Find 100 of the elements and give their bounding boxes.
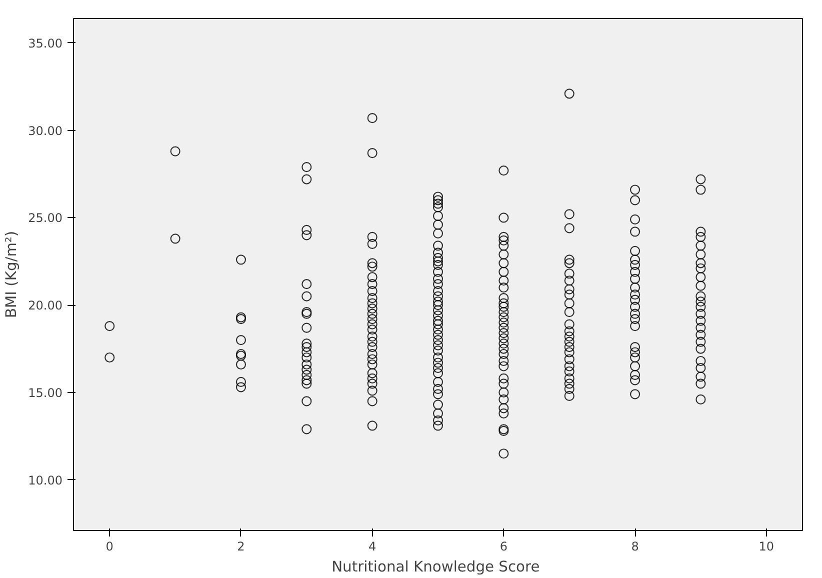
point: [302, 364, 312, 375]
y-tick-label: 20.00: [28, 298, 63, 313]
point: [630, 342, 640, 352]
point: [302, 375, 312, 386]
point: [564, 209, 574, 220]
point: [367, 336, 378, 347]
point: [498, 307, 509, 318]
point: [696, 280, 706, 291]
point: [302, 347, 312, 358]
point: [498, 378, 509, 389]
point: [432, 362, 444, 374]
point: [432, 345, 444, 356]
point: [564, 336, 574, 347]
point: [696, 291, 706, 302]
point: [367, 238, 378, 249]
point: [432, 252, 444, 263]
point: [564, 373, 574, 384]
point: [236, 254, 246, 265]
point: [630, 321, 640, 332]
point: [630, 290, 640, 300]
point: [564, 223, 574, 234]
point: [432, 220, 444, 230]
point: [564, 331, 574, 342]
point: [367, 331, 378, 342]
point: [630, 254, 640, 265]
point: [432, 291, 444, 302]
point: [498, 448, 509, 459]
point: [498, 165, 509, 176]
point: [367, 293, 378, 304]
point: [630, 389, 640, 400]
point: [432, 368, 444, 378]
point: [630, 226, 640, 237]
point: [498, 302, 509, 312]
point: [630, 282, 640, 293]
point: [498, 235, 509, 246]
point: [498, 333, 509, 344]
point: [367, 386, 378, 396]
point: [302, 279, 312, 290]
point: [367, 298, 378, 308]
point: [498, 394, 509, 404]
point: [498, 249, 509, 260]
point: [630, 260, 640, 270]
point: [498, 318, 509, 328]
point: [564, 390, 574, 401]
point: [367, 148, 378, 158]
point: [696, 249, 706, 260]
point: [498, 344, 509, 354]
point: [498, 328, 509, 338]
point: [302, 396, 312, 406]
y-tick-label: 25.00: [28, 211, 63, 226]
point: [432, 352, 444, 363]
point: [630, 195, 640, 206]
point: [367, 378, 378, 389]
point: [498, 361, 509, 372]
point: [564, 284, 574, 294]
point: [630, 361, 640, 372]
point: [236, 376, 246, 388]
point: [432, 400, 444, 410]
point: [630, 347, 640, 358]
point: [630, 370, 640, 380]
point: [302, 342, 312, 352]
point: [367, 314, 378, 324]
point: [432, 248, 444, 258]
point: [564, 254, 574, 265]
point: [302, 230, 312, 240]
point: [432, 279, 444, 290]
point: [432, 286, 444, 296]
point: [432, 202, 444, 212]
point: [432, 228, 444, 238]
point: [432, 310, 444, 321]
point: [564, 384, 574, 394]
point: [498, 266, 509, 277]
point: [564, 298, 574, 308]
point: [630, 375, 640, 386]
point: [432, 260, 444, 270]
x-tick-label: 10: [758, 540, 774, 554]
point: [367, 396, 378, 406]
point: [630, 246, 640, 256]
point: [696, 240, 706, 251]
point: [432, 319, 444, 330]
y-tick-label: 35.00: [28, 36, 63, 50]
point: [498, 282, 509, 293]
point: [432, 198, 444, 209]
point: [696, 296, 706, 307]
point: [302, 359, 312, 370]
point: [367, 359, 378, 370]
point: [432, 389, 444, 400]
point: [630, 214, 640, 224]
point: [432, 384, 444, 394]
point: [696, 372, 706, 382]
point: [696, 272, 706, 282]
point: [236, 359, 246, 370]
point: [432, 300, 444, 310]
point: [367, 324, 378, 335]
point: [432, 420, 444, 431]
point: [630, 314, 640, 324]
point: [104, 352, 115, 363]
point: [170, 234, 180, 244]
point: [696, 226, 706, 237]
point: [498, 312, 509, 322]
